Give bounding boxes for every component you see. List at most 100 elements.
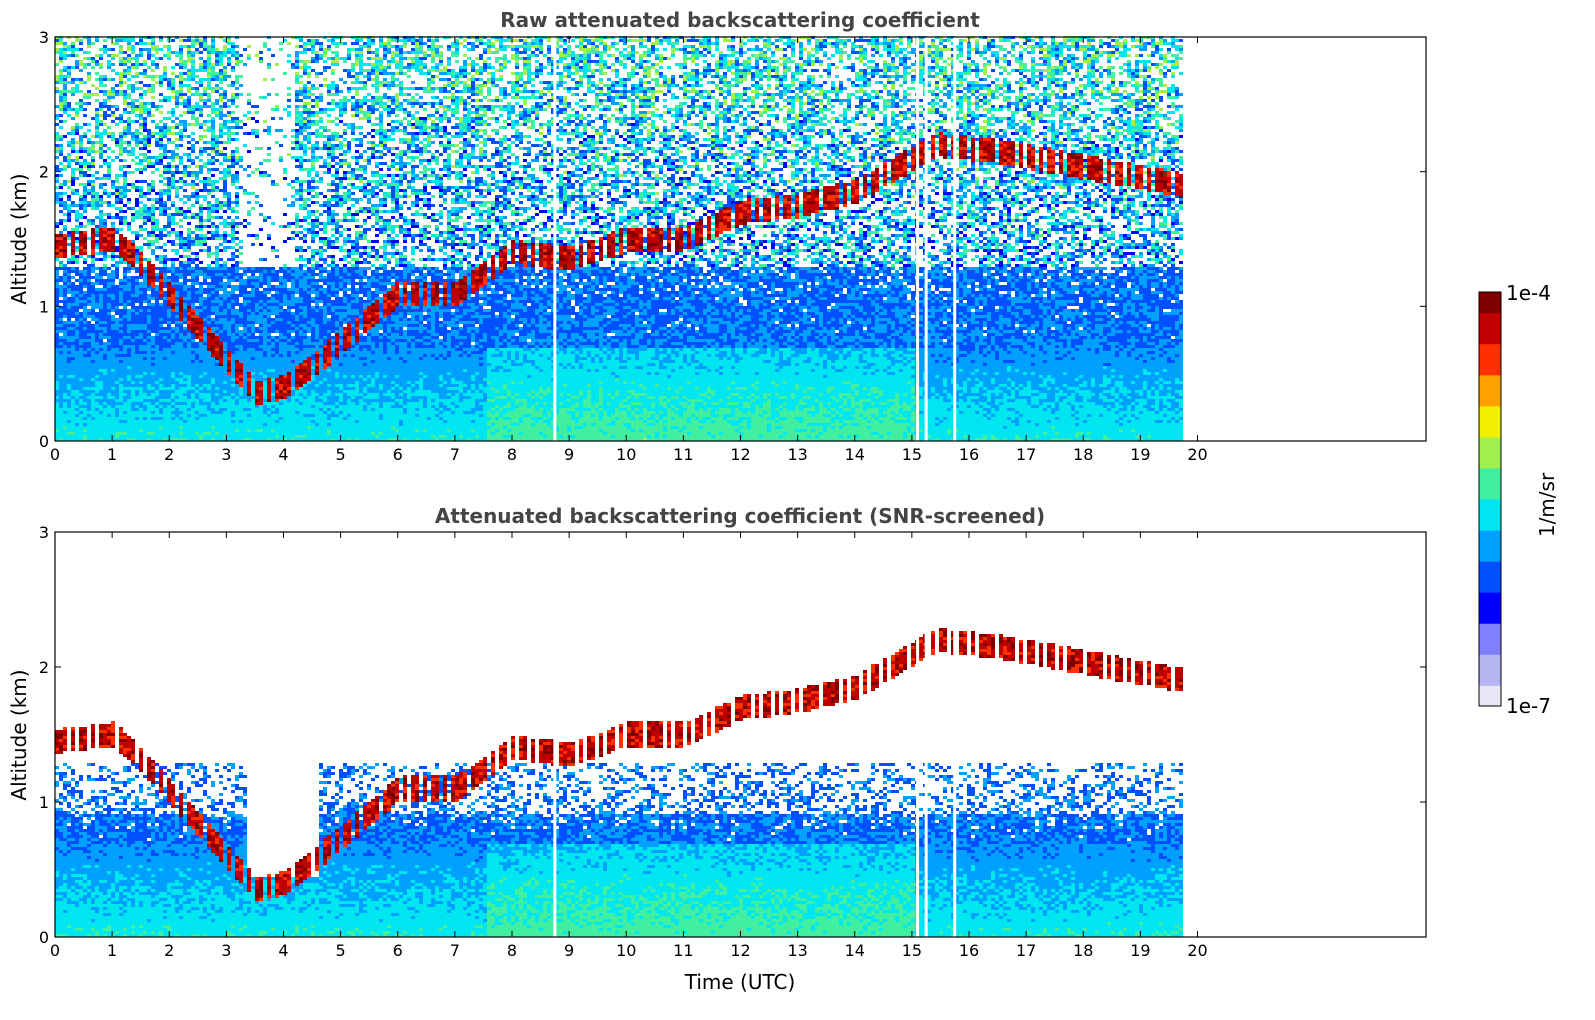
heatmap-cell [63,201,67,204]
heatmap-cell [251,393,255,396]
heatmap-cell [139,315,143,318]
heatmap-cell [79,390,83,393]
heatmap-cell [183,357,187,360]
heatmap-cell [87,276,91,279]
heatmap-cell [191,309,195,312]
heatmap-cell [203,384,207,387]
heatmap-cell [127,390,131,393]
heatmap-cell [75,369,79,372]
heatmap-cell [155,363,159,366]
heatmap-cell [227,426,231,429]
heatmap-cell [223,330,227,333]
heatmap-cell [111,426,115,429]
heatmap-cell [59,102,63,105]
heatmap-cell [63,207,67,210]
heatmap-cell [163,321,167,324]
heatmap-cell [183,321,187,324]
heatmap-cell [167,186,171,189]
heatmap-cell [211,75,215,78]
heatmap-cell [243,414,247,417]
heatmap-cell [179,231,183,234]
heatmap-cell [107,429,111,432]
heatmap-cell [75,417,79,420]
heatmap-cell [215,312,219,315]
heatmap-cell [111,429,115,432]
heatmap-cell [191,426,195,429]
heatmap-cell [203,249,207,252]
heatmap-cell [203,63,207,66]
heatmap-cell [167,420,171,423]
heatmap-cell [235,180,239,183]
heatmap-cell [179,435,183,438]
heatmap-cell [91,393,95,396]
heatmap-cell [79,402,83,405]
heatmap-cell [239,291,243,294]
heatmap-cell [247,426,251,429]
heatmap-cell [207,354,211,357]
heatmap-cell [123,291,127,294]
heatmap-cell [235,261,239,264]
heatmap-cell [255,384,259,387]
heatmap-cell [99,399,103,402]
heatmap-cell [215,324,219,327]
heatmap-cell [83,381,87,384]
heatmap-cell [179,255,183,258]
heatmap-cell [195,423,199,426]
heatmap-cell [151,48,155,51]
heatmap-cell [211,117,215,120]
heatmap-cell [71,228,75,231]
heatmap-cell [119,357,123,360]
heatmap-cell [95,117,99,120]
heatmap-cell [203,279,207,282]
heatmap-cell [231,333,235,336]
heatmap-cell [187,39,191,42]
heatmap-cell [195,237,199,240]
heatmap-cell [227,141,231,144]
heatmap-cell [123,375,127,378]
heatmap-cell [111,48,115,51]
heatmap-cell [251,429,255,432]
heatmap-cell [95,276,99,279]
heatmap-cell [207,255,211,258]
heatmap-cell [195,225,199,228]
heatmap-cell [123,150,127,153]
heatmap-cell [59,183,63,186]
heatmap-cell [91,135,95,138]
heatmap-cell [251,384,255,387]
heatmap-cell [155,339,159,342]
heatmap-cell [191,282,195,285]
heatmap-cell [99,63,103,66]
heatmap-cell [231,291,235,294]
heatmap-cell [111,336,115,339]
heatmap-cell [131,51,135,54]
heatmap-cell [111,228,115,231]
heatmap-cell [95,306,99,309]
heatmap-cell [83,273,87,276]
heatmap-cell [203,429,207,432]
heatmap-cell [143,216,147,219]
heatmap-cell [219,324,223,327]
heatmap-cell [59,357,63,360]
heatmap-cell [155,429,159,432]
heatmap-cell [199,306,203,309]
heatmap-cell [247,363,251,366]
heatmap-cell [135,258,139,261]
heatmap-cell [235,357,239,360]
heatmap-cell [195,369,199,372]
heatmap-cell [67,48,71,51]
heatmap-cell [99,318,103,321]
heatmap-cell [123,300,127,303]
heatmap-cell [151,384,155,387]
heatmap-cell [143,69,147,72]
heatmap-cell [251,372,255,375]
heatmap-cell [195,315,199,318]
heatmap-cell [191,273,195,276]
heatmap-cell [175,342,179,345]
heatmap-cell [191,261,195,264]
heatmap-cell [175,297,179,300]
heatmap-cell [215,57,219,60]
heatmap-cell [147,243,151,246]
heatmap-cell [167,57,171,60]
heatmap-cell [71,252,75,255]
heatmap-cell [159,387,163,390]
